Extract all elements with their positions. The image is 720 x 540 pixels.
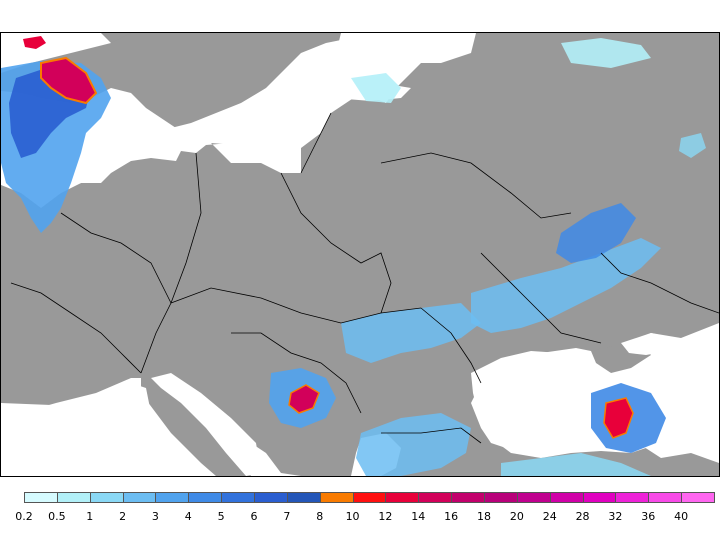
legend-swatch	[549, 492, 584, 503]
precip-core-northwest	[41, 58, 96, 103]
legend-swatch	[648, 492, 683, 503]
precip-area-greece	[356, 413, 471, 476]
legend-label: 0.5	[48, 510, 66, 523]
legend-label: 10	[345, 510, 360, 523]
precip-core-blacksea	[604, 398, 633, 438]
border-line	[480, 252, 602, 344]
mediterranean-sea	[1, 383, 201, 476]
legend-swatch	[352, 492, 387, 503]
precip-patch-north	[561, 38, 651, 68]
legend-label: 5	[217, 510, 225, 523]
legend-swatch	[319, 492, 354, 503]
precipitation-map	[0, 32, 720, 477]
legend-swatch	[582, 492, 617, 503]
legend-label: 40	[674, 510, 689, 523]
land-mainland	[1, 33, 719, 476]
border-line	[10, 282, 142, 374]
precip-area-turkey	[501, 453, 651, 476]
legend-label: 8	[316, 510, 324, 523]
legend-label: 28	[575, 510, 590, 523]
legend-swatch	[385, 492, 420, 503]
legend-swatch	[451, 492, 485, 503]
legend-swatch	[89, 492, 124, 503]
legend-label: 32	[608, 510, 623, 523]
border-line	[140, 152, 202, 374]
legend-label: 36	[641, 510, 656, 523]
border-line	[420, 307, 482, 384]
border-line	[170, 287, 422, 324]
legend-label: 0.2	[15, 510, 33, 523]
legend-swatch	[681, 492, 715, 503]
legend-swatch	[155, 492, 190, 503]
precipitation-legend: 0.2 0.5 1 2 3 4 5 6 7 8 10 12 14 16 18 20 24 28 32 36 40	[15, 492, 715, 532]
border-line	[381, 427, 482, 444]
legend-swatch	[615, 492, 650, 503]
legend-label: 14	[411, 510, 426, 523]
precip-core-balkan-edge	[288, 384, 320, 414]
legend-swatch	[221, 492, 255, 503]
legend-label: 18	[477, 510, 491, 523]
legend-label: 24	[542, 510, 557, 523]
border-layer	[10, 112, 719, 444]
precip-area-carpathian	[341, 303, 481, 363]
legend-swatch	[418, 492, 453, 503]
precip-core-northwest-edge	[40, 56, 98, 105]
precip-core-balkan	[289, 385, 319, 413]
legend-label: 16	[444, 510, 459, 523]
precipitation-layer	[1, 36, 706, 476]
legend-swatch	[188, 492, 223, 503]
border-line	[600, 252, 719, 314]
legend-swatch	[254, 492, 288, 503]
legend-swatch	[122, 492, 157, 503]
precip-core-top	[23, 36, 46, 49]
legend-label: 12	[378, 510, 393, 523]
legend-label: 2	[119, 510, 127, 523]
legend-swatch	[56, 492, 91, 503]
legend-label: 20	[509, 510, 524, 523]
adriatic-sea	[151, 373, 261, 476]
precip-area-east-band	[471, 238, 661, 333]
border-line	[231, 332, 362, 414]
baltic-sea	[151, 38, 371, 158]
legend-label: 4	[184, 510, 192, 523]
land-italy	[141, 373, 251, 476]
map-canvas	[1, 33, 719, 476]
precip-patch-russia	[679, 133, 706, 158]
precip-area-east-inner	[556, 203, 636, 263]
border-line	[60, 212, 172, 304]
border-line	[300, 112, 332, 174]
precip-core-blacksea-edge	[603, 397, 634, 439]
legend-label: 1	[86, 510, 94, 523]
legend-label: 6	[250, 510, 258, 523]
legend-swatch	[516, 492, 551, 503]
border-line	[380, 152, 572, 219]
precip-patch-baltic	[351, 73, 401, 103]
border-line	[280, 172, 392, 314]
sea-of-azov	[621, 333, 673, 355]
legend-label: 3	[151, 510, 159, 523]
legend-swatch	[24, 492, 58, 503]
legend-label: 7	[283, 510, 291, 523]
legend-swatch	[484, 492, 518, 503]
legend-swatch	[286, 492, 321, 503]
